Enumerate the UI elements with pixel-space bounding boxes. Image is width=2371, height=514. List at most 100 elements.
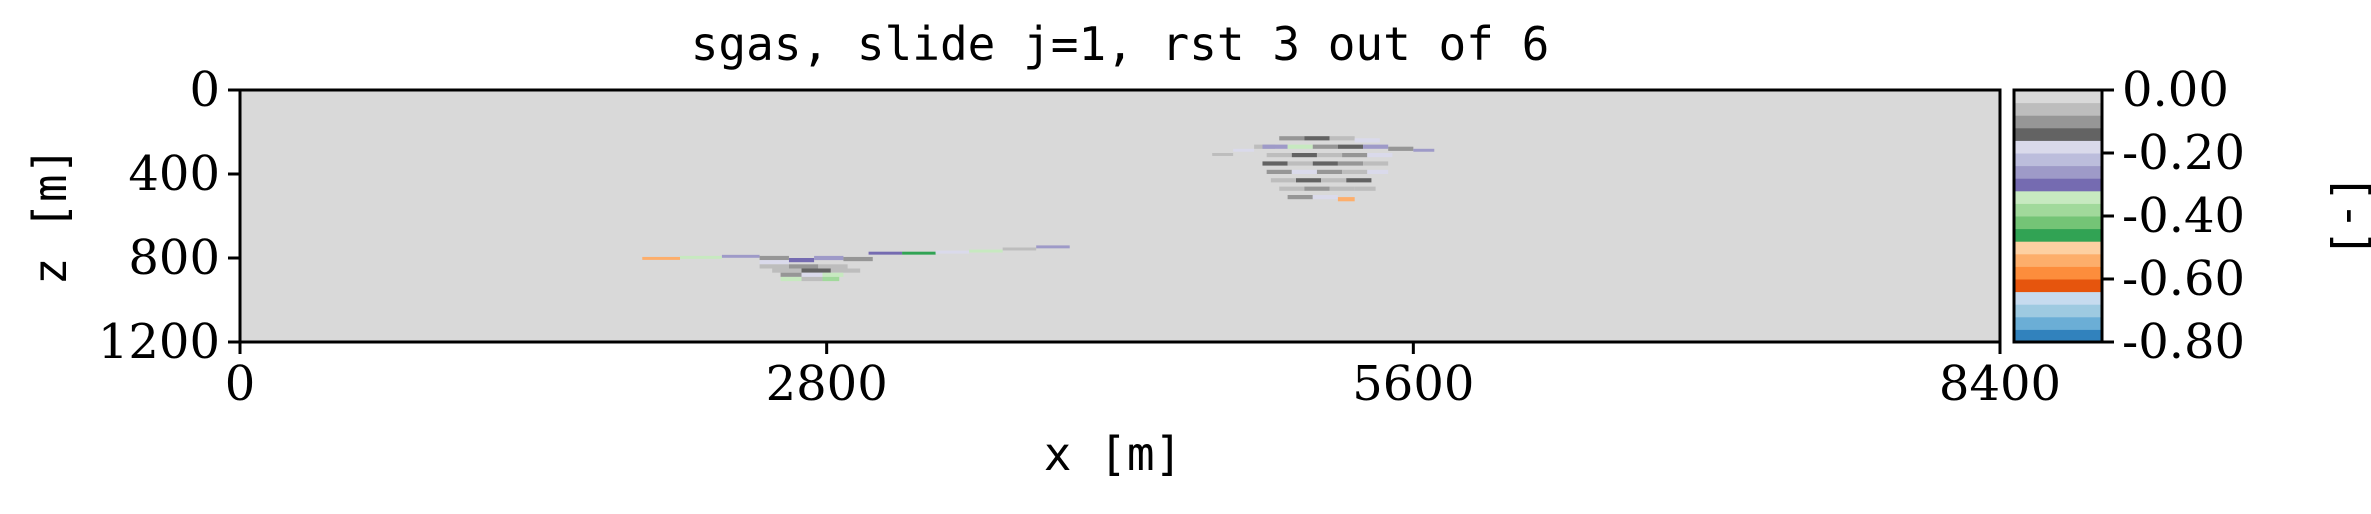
plume-cell — [1296, 178, 1322, 183]
colorbar-tick-label: -0.20 — [2122, 125, 2245, 181]
plume-cell — [1036, 245, 1070, 249]
plume-cell — [1321, 178, 1347, 183]
plume-cell — [1413, 148, 1435, 152]
plume-cell — [788, 264, 819, 269]
colorbar-swatch — [2014, 127, 2102, 141]
plume-cell — [843, 256, 873, 262]
plume-cell — [1367, 169, 1389, 174]
colorbar-swatch — [2014, 266, 2102, 280]
plume-cell — [969, 249, 1003, 253]
plume-cell — [1304, 186, 1330, 191]
plot-frame — [238, 88, 2002, 344]
plume-cell — [1304, 136, 1330, 141]
plume-cell — [772, 268, 802, 273]
plume-cell — [1279, 136, 1305, 141]
plume-cell — [788, 258, 815, 263]
plume-cell — [830, 268, 861, 273]
colorbar-swatch — [2014, 178, 2102, 192]
plume-cell — [1262, 161, 1288, 166]
colorbar-swatch — [2014, 153, 2102, 167]
plume-cell — [1316, 153, 1343, 158]
colorbar-swatch — [2014, 90, 2102, 104]
x-tick-label: 0 — [225, 356, 256, 412]
plume-cell — [935, 250, 970, 254]
colorbar-swatch — [2014, 304, 2102, 318]
plume-cell — [1329, 136, 1355, 141]
plume-cell — [759, 260, 789, 265]
plume-cell — [818, 264, 848, 269]
plume-cell — [1279, 186, 1305, 191]
plume-cell — [1316, 169, 1343, 174]
colorbar-swatch — [2014, 316, 2102, 330]
colorbar-swatch — [2014, 216, 2102, 230]
plume-cell — [801, 276, 823, 282]
plume-cell — [759, 264, 789, 269]
plume-cell — [642, 256, 680, 260]
y-axis-label: z [m] — [23, 147, 77, 285]
plume-cell — [801, 272, 823, 277]
plot-background — [240, 90, 2000, 342]
plume-cell — [822, 272, 844, 277]
plume-2 — [1212, 136, 1435, 202]
x-tick-label: 2800 — [766, 356, 888, 412]
x-axis-label: x [m] — [1044, 427, 1182, 481]
colorbar-swatch — [2014, 241, 2102, 255]
plume-cell — [1262, 144, 1288, 149]
x-tick-label: 5600 — [1352, 356, 1474, 412]
plume-1 — [642, 245, 1070, 282]
colorbar-swatch — [2014, 140, 2102, 154]
plume-cell — [1337, 144, 1364, 149]
plume-cell — [1287, 144, 1313, 149]
plume-cell — [780, 276, 802, 282]
plume-cell — [1287, 161, 1313, 166]
colorbar-swatch — [2014, 190, 2102, 204]
plume-cell — [1291, 153, 1317, 158]
plume-cell — [902, 251, 936, 255]
plume-cell — [1363, 161, 1389, 166]
plume-cell — [1312, 161, 1338, 166]
plume-cell — [1342, 169, 1368, 174]
colorbar-swatch — [2014, 253, 2102, 267]
colorbar-tick-label: 0.00 — [2122, 62, 2229, 118]
x-tick-label: 8400 — [1939, 356, 2061, 412]
plume-cell — [1342, 153, 1368, 158]
plume-cell — [1329, 186, 1355, 191]
plume-cell — [1287, 195, 1313, 200]
plume-cell — [1212, 153, 1234, 156]
colorbar-swatch — [2014, 279, 2102, 293]
plume-cell — [1367, 153, 1393, 158]
plume-cell — [822, 276, 840, 282]
colorbar: 0.00 -0.20 -0.40 -0.60 -0.80 — [2012, 62, 2245, 370]
plume-cell — [1270, 178, 1296, 183]
x-axis: 0 2800 5600 8400 — [225, 342, 2061, 412]
plume-cell — [1346, 178, 1372, 183]
colorbar-swatch — [2014, 102, 2102, 116]
y-tick-label: 800 — [128, 230, 220, 286]
plume-cell — [1337, 197, 1355, 202]
colorbar-swatch — [2014, 329, 2102, 343]
colorbar-swatch — [2014, 228, 2102, 242]
cells-layer — [642, 136, 1435, 282]
colorbar-tick-label: -0.60 — [2122, 251, 2245, 307]
colorbar-swatch — [2014, 165, 2102, 179]
y-axis: 0 400 800 1200 — [98, 62, 240, 370]
plume-cell — [780, 272, 802, 277]
plume-cell — [1354, 138, 1380, 143]
chart-title: sgas, slide j=1, rst 3 out of 6 — [691, 17, 1550, 71]
plume-cell — [868, 251, 903, 255]
plume-cell — [801, 268, 831, 273]
plume-cell — [1312, 144, 1338, 149]
plume-cell — [680, 255, 722, 259]
plume-cell — [1233, 148, 1255, 152]
colorbar-swatch — [2014, 115, 2102, 129]
colorbar-tick-label: -0.40 — [2122, 188, 2245, 244]
plume-cell — [1354, 186, 1376, 191]
colorbar-swatch — [2014, 291, 2102, 305]
plume-cell — [1291, 169, 1317, 174]
colorbar-label: [-] — [2325, 174, 2371, 257]
plume-cell — [721, 254, 760, 258]
plume-cell — [1002, 247, 1037, 251]
colorbar-tick-label: -0.80 — [2122, 314, 2245, 370]
y-tick-label: 0 — [189, 62, 220, 118]
